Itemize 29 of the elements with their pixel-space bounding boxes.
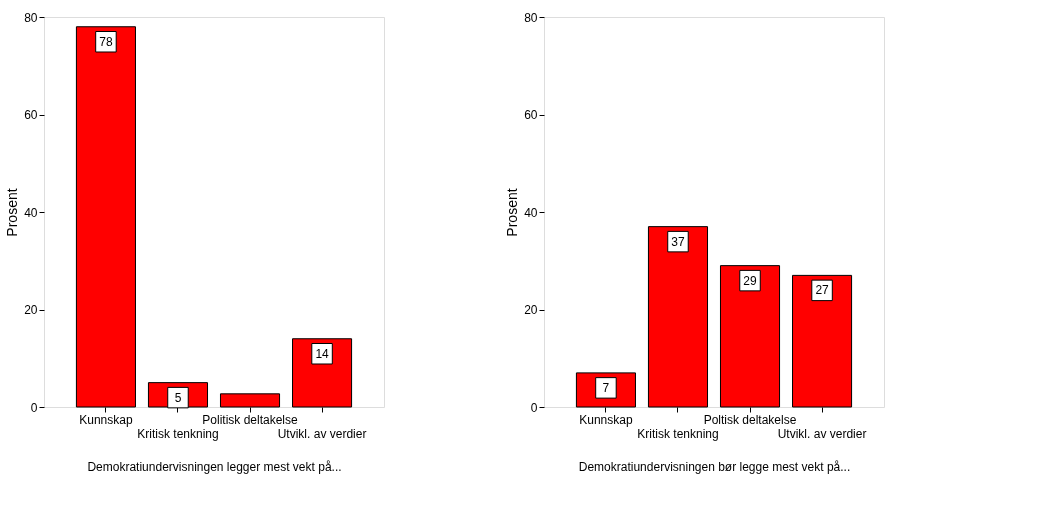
data-label: 7 [602,380,610,395]
y-tick-label: 60 [524,108,538,122]
x-tick-label: Kunnskap [79,412,133,427]
y-tick-label: 0 [530,400,538,415]
x-tick-label: Kritisk tenkning [137,426,219,441]
x-tick-label: Kunnskap [579,412,633,427]
data-label: 14 [315,346,330,361]
data-label: 27 [815,283,830,298]
x-tick-label: Utvikl. av verdier [277,426,367,441]
y-axis-title: Prosent [4,188,21,237]
y-tick-label: 40 [524,205,538,220]
x-tick-label: Poltisk deltakelse [703,412,797,427]
y-axis-title: Prosent [504,188,521,237]
data-label: 5 [174,390,182,405]
x-axis-title: Demokratiundervisningen legger mest vekt på... [87,459,342,474]
y-tick-label: 80 [24,10,38,25]
y-tick-label: 0 [30,400,38,415]
y-tick-label: 40 [24,205,38,220]
x-tick-label: Utvikl. av verdier [777,426,867,441]
x-tick-label: Politisk deltakelse [202,412,299,427]
y-tick-label: 20 [524,303,538,317]
y-tick-label: 80 [524,10,538,25]
data-label: 78 [99,34,113,49]
y-tick-label: 20 [24,303,38,317]
x-tick-label: Kritisk tenkning [637,426,719,441]
y-tick-label: 60 [24,108,38,122]
data-label: 29 [743,273,758,288]
data-label: 37 [671,234,685,249]
x-axis-title: Demokratiundervisningen bør legge mest vekt på... [578,459,851,474]
